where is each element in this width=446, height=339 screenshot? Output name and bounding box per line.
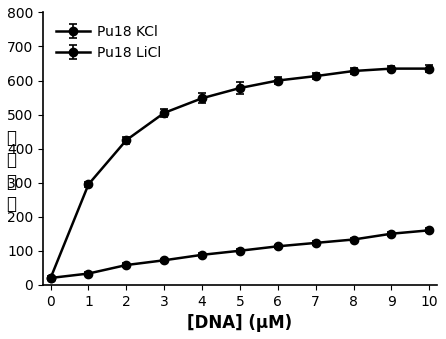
Text: 度: 度 — [6, 195, 16, 213]
Text: 荚: 荚 — [6, 129, 16, 147]
X-axis label: [DNA] (μM): [DNA] (μM) — [187, 314, 293, 332]
Text: 光: 光 — [6, 151, 16, 169]
Text: 强: 强 — [6, 173, 16, 191]
Legend: Pu18 KCl, Pu18 LiCl: Pu18 KCl, Pu18 LiCl — [50, 19, 167, 65]
